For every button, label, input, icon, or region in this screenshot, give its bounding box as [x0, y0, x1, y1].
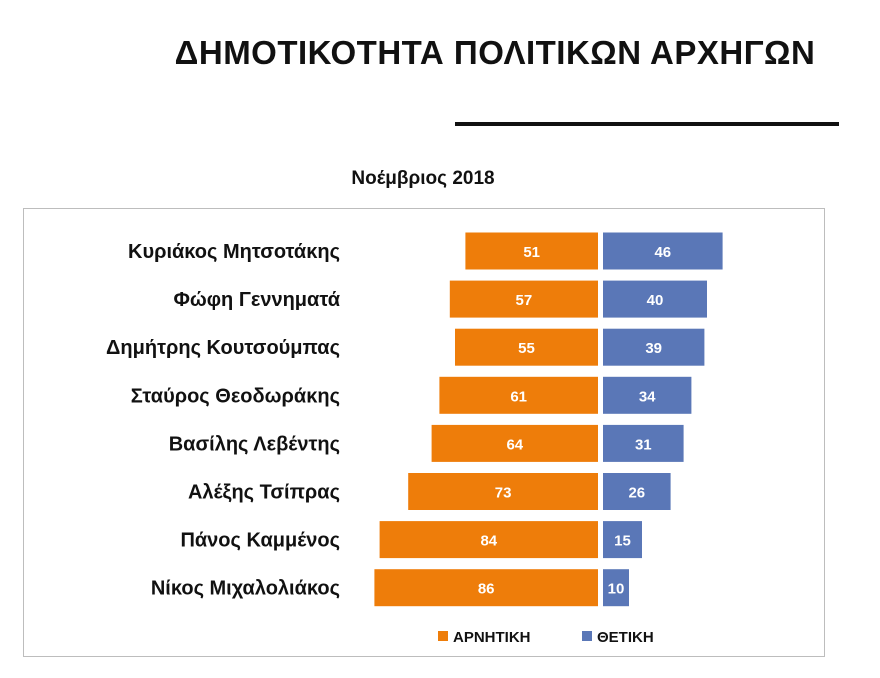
legend-label: ΘΕΤΙΚΗ [597, 629, 654, 646]
bar-negative [449, 280, 598, 318]
data-label-negative: 84 [480, 533, 497, 550]
data-label-positive: 40 [647, 292, 664, 309]
category-label: Φώφη Γεννηματά [173, 289, 340, 311]
data-label-negative: 57 [516, 292, 533, 309]
data-label-negative: 86 [478, 581, 495, 598]
legend-swatch [582, 631, 592, 641]
title-underline [455, 122, 839, 126]
chart-subtitle: Νοέμβριος 2018 [351, 168, 495, 189]
bar-positive [603, 521, 642, 559]
category-label: Πάνος Καμμένος [180, 530, 340, 552]
chart-frame [23, 208, 825, 657]
data-label-negative: 73 [495, 485, 512, 502]
bar-negative [408, 473, 598, 510]
bar-negative [465, 232, 598, 270]
data-label-positive: 39 [645, 340, 662, 357]
bar-positive [603, 569, 629, 607]
legend-label: ΑΡΝΗΤΙΚΗ [453, 629, 531, 646]
data-label-negative: 61 [510, 388, 527, 405]
data-label-positive: 31 [635, 436, 652, 453]
bar-negative [455, 328, 598, 366]
category-label: Βασίλης Λεβέντης [169, 433, 340, 455]
page-title: ΔΗΜΟΤΙΚΟΤΗΤΑ ΠΟΛΙΤΙΚΩΝ ΑΡΧΗΓΩΝ [174, 34, 816, 71]
bar-negative [379, 521, 598, 559]
data-label-positive: 10 [608, 581, 625, 598]
category-label: Κυριάκος Μητσοτάκης [128, 241, 340, 263]
data-label-positive: 15 [614, 533, 631, 550]
bar-positive [603, 424, 684, 462]
data-label-positive: 34 [639, 388, 656, 405]
category-label: Αλέξης Τσίπρας [188, 482, 340, 504]
bar-positive [603, 232, 723, 270]
data-label-negative: 64 [506, 436, 523, 453]
bar-positive [603, 280, 707, 318]
legend-swatch [438, 631, 448, 641]
category-label: Νίκος Μιχαλολιάκος [151, 578, 340, 600]
category-label: Σταύρος Θεοδωράκης [131, 385, 340, 407]
bar-positive [603, 328, 705, 366]
data-label-negative: 51 [523, 244, 540, 261]
data-label-positive: 46 [654, 244, 671, 261]
data-label-negative: 55 [518, 340, 535, 357]
bar-negative [374, 569, 598, 607]
data-label-positive: 26 [628, 485, 645, 502]
bar-negative [439, 376, 598, 414]
bar-positive [603, 473, 671, 510]
bar-negative [431, 424, 598, 462]
category-label: Δημήτρης Κουτσούμπας [106, 337, 340, 359]
bar-positive [603, 376, 692, 414]
